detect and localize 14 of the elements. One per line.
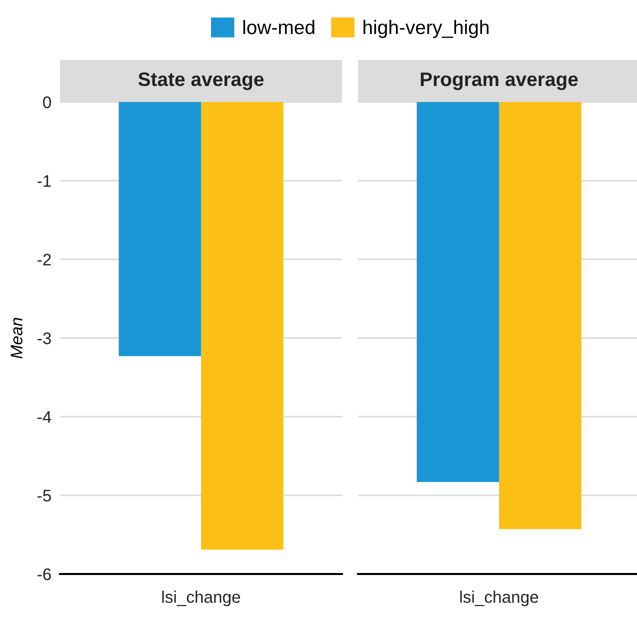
y-tick-label: -5 [38,490,51,502]
x-tick-label: lsi_change [162,590,240,606]
y-tick-label: -1 [38,175,51,187]
y-tick-label: -3 [38,332,51,344]
y-tick-label: -2 [38,254,51,266]
y-tick-label: -4 [38,411,52,423]
y-axis-title: Mean [10,318,22,358]
x-tick-label: lsi_change [460,590,538,606]
y-tick-label: -6 [38,568,51,580]
chart-title: Program average [420,72,578,90]
chart-title: State average [138,72,264,90]
y-tick-label: 0 [43,96,52,108]
legend-label: high-very_high [364,20,488,38]
legend-label: low-med [243,20,314,34]
